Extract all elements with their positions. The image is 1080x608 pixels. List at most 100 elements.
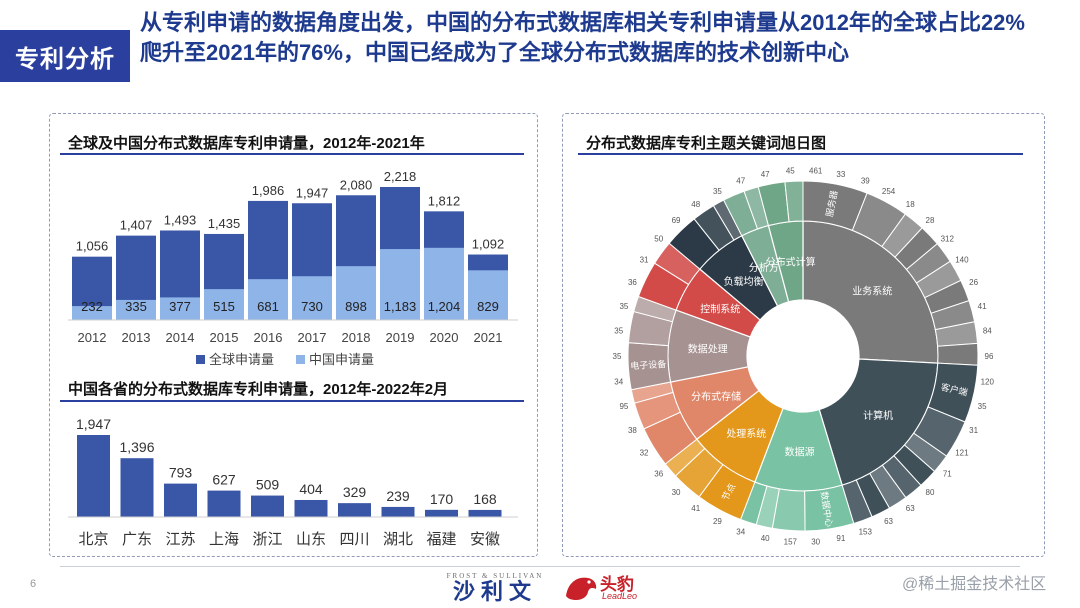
china-value-label: 335 <box>125 299 147 314</box>
global-value-label: 2,080 <box>340 177 373 192</box>
china-bar <box>336 266 376 320</box>
china-value-label: 377 <box>169 299 191 314</box>
right-panel <box>562 113 1045 557</box>
left-panel <box>49 113 538 557</box>
sunburst-value-label: 35 <box>978 402 987 411</box>
sunburst-inner-label: 处理系统 <box>726 427 766 440</box>
sunburst-value-label: 121 <box>955 449 969 458</box>
sunburst-center-hole <box>749 302 857 410</box>
chart1-title-underline <box>60 153 524 155</box>
province-name-label: 山东 <box>296 531 326 548</box>
china-bar <box>468 270 508 320</box>
sunburst-outer-label: 服务器 <box>823 189 839 218</box>
legend-label-global: 全球申请量 <box>209 352 274 367</box>
province-value-label: 627 <box>212 472 236 488</box>
sunburst-value-label: 91 <box>836 534 845 543</box>
sunburst-value-label: 47 <box>736 177 745 186</box>
sunburst-inner-label: 计算机 <box>863 409 893 422</box>
sunburst-value-label: 140 <box>955 255 969 264</box>
china-bar <box>292 276 332 320</box>
sunburst-inner-label: 数据源 <box>785 445 815 458</box>
china-bar <box>72 306 112 320</box>
province-name-label: 湖北 <box>383 531 413 548</box>
chart2-province-bar: 1,947 北京 1,396 广东 793 江苏 627 上海 509 浙江 404 山东 329 四川 2… <box>68 416 518 548</box>
logo2-cn: 头豹 <box>600 575 634 594</box>
sunburst-value-label: 63 <box>884 517 893 526</box>
sunburst-value-label: 38 <box>628 426 637 435</box>
sunburst-value-label: 26 <box>969 278 978 287</box>
sunburst-value-label: 35 <box>619 302 628 311</box>
sunburst-value-label: 41 <box>691 504 700 513</box>
sunburst-value-label: 120 <box>981 377 995 386</box>
x-tick-label: 2013 <box>122 330 151 345</box>
sunburst-outer-label: 数据中心 <box>819 490 835 527</box>
sunburst-value-label: 28 <box>926 216 935 225</box>
province-bar <box>77 435 110 517</box>
section-tag: 专利分析 <box>0 30 130 82</box>
sunburst-inner-label: 分布式存储 <box>691 390 741 403</box>
sunburst-value-label: 30 <box>672 488 681 497</box>
china-value-label: 898 <box>345 299 367 314</box>
chart3-sunburst: 服务器业务系统客户端计算机数据中心数据源节点处理系统分布式存储电子设备数据处理控… <box>613 166 995 547</box>
x-tick-label: 2012 <box>78 330 107 345</box>
province-name-label: 安徽 <box>470 531 500 548</box>
logo2-en: LeadLeo <box>602 591 638 601</box>
sunburst-value-label: 32 <box>640 449 649 458</box>
province-name-label: 福建 <box>426 531 456 548</box>
province-bar <box>425 509 458 517</box>
province-value-label: 509 <box>256 477 280 493</box>
china-value-label: 829 <box>477 299 499 314</box>
china-bar <box>204 289 244 320</box>
province-value-label: 1,947 <box>76 416 111 432</box>
china-bar <box>380 249 420 320</box>
sunburst-value-label: 41 <box>978 302 987 311</box>
sunburst-value-label: 36 <box>654 469 663 478</box>
china-bar <box>424 247 464 320</box>
sunburst-value-label: 71 <box>943 469 952 478</box>
sunburst-value-label: 63 <box>906 504 915 513</box>
sunburst-value-label: 35 <box>713 187 722 196</box>
province-bar <box>164 483 197 517</box>
sunburst-value-label: 84 <box>983 327 992 336</box>
china-value-label: 232 <box>81 299 103 314</box>
province-value-label: 1,396 <box>119 439 154 455</box>
china-value-label: 1,204 <box>428 299 461 314</box>
sunburst-value-label: 153 <box>859 527 873 536</box>
footer-divider <box>60 566 1020 567</box>
province-bar <box>381 506 415 517</box>
province-bar <box>251 495 284 517</box>
x-tick-label: 2020 <box>430 330 459 345</box>
sunburst-value-label: 34 <box>736 527 745 536</box>
china-bar <box>160 297 200 320</box>
legend-swatch-china <box>296 355 305 364</box>
chart1-global-china-bar: 1,056 232 2012 1,407 335 2013 1,493 377 2014 1,43… <box>68 169 518 367</box>
province-value-label: 168 <box>473 491 497 507</box>
sunburst-value-label: 80 <box>926 488 935 497</box>
sunburst-outer-label: 电子设备 <box>630 358 667 371</box>
sunburst-value-label: 45 <box>786 166 795 175</box>
province-value-label: 793 <box>169 465 193 481</box>
global-value-label: 1,092 <box>472 237 505 252</box>
province-value-label: 170 <box>430 491 454 507</box>
global-value-label: 1,493 <box>164 212 197 227</box>
x-tick-label: 2018 <box>342 330 371 345</box>
sunburst-value-label: 461 <box>809 166 823 175</box>
brand-cn: 沙利文 <box>452 579 537 604</box>
chart3-title: 分布式数据库专利主题关键词旭日图 <box>586 135 827 152</box>
china-bar <box>248 279 288 320</box>
x-tick-label: 2016 <box>254 330 283 345</box>
sunburst-value-label: 48 <box>691 200 700 209</box>
x-tick-label: 2015 <box>210 330 239 345</box>
headline: 从专利申请的数据角度出发，中国的分布式数据库相关专利申请量从2012年的全球占比… <box>140 10 1025 65</box>
province-bar <box>468 509 502 517</box>
sunburst-value-label: 95 <box>619 402 628 411</box>
sunburst-value-label: 312 <box>941 235 955 244</box>
page-number: 6 <box>30 578 37 590</box>
global-value-label: 2,218 <box>384 169 417 184</box>
sunburst-value-label: 30 <box>811 538 820 547</box>
global-value-label: 1,407 <box>120 218 153 233</box>
brand-en: FROST & SULLIVAN <box>446 572 544 580</box>
sunburst-value-label: 33 <box>836 170 845 179</box>
x-tick-label: 2021 <box>474 330 503 345</box>
sunburst-value-label: 34 <box>614 377 623 386</box>
